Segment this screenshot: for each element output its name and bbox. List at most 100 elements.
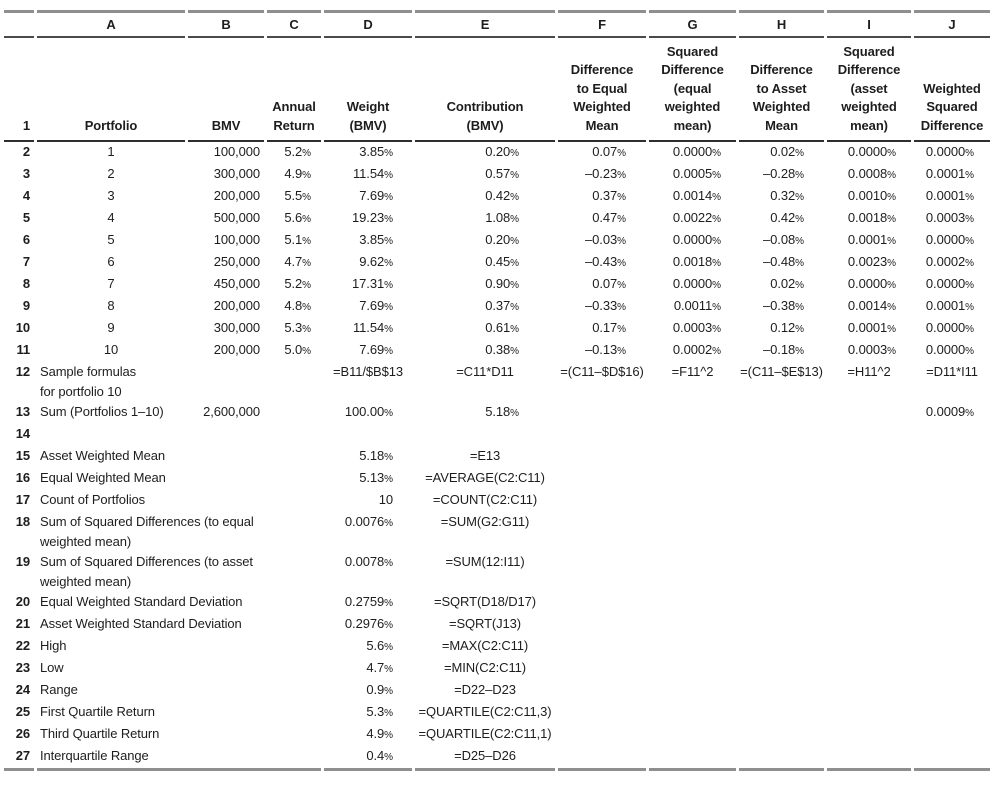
cell-J25 bbox=[914, 702, 990, 724]
formula-text: =C11*D11 bbox=[456, 364, 514, 379]
cell-F27 bbox=[558, 746, 646, 771]
cell-D25: 5.3% bbox=[366, 704, 393, 719]
table-row: 9 8 200,000 4.8% 7.69% 0.37% –0.33% 0.0011% –0.3… bbox=[4, 296, 990, 318]
table-row: 25 First Quartile Return 5.3% =QUARTILE(C2:… bbox=[4, 702, 990, 724]
table-row: 24 Range 0.9% =D22–D23 bbox=[4, 680, 990, 702]
cell-J14 bbox=[914, 424, 990, 446]
cell-I10: 0.0001% bbox=[847, 320, 896, 335]
table-row: 6 5 100,000 5.1% 3.85% 0.20% –0.03% 0.0000% –0.0… bbox=[4, 230, 990, 252]
formula-text: =MAX(C2:C11) bbox=[441, 638, 529, 653]
cell-F4: 0.37% bbox=[592, 188, 626, 203]
cell-E21: =SQRT(J13) bbox=[415, 614, 555, 636]
cell-H22 bbox=[739, 636, 824, 658]
cell-A26: Third Quartile Return bbox=[40, 726, 160, 741]
cell-C2: 5.2% bbox=[284, 144, 311, 159]
table-row: 3 2 300,000 4.9% 11.54% 0.57% –0.23% 0.0005% –0.… bbox=[4, 164, 990, 186]
header-G: Squared Difference (equal weighted mean) bbox=[649, 38, 736, 142]
cell-D2: 3.85% bbox=[359, 144, 393, 159]
row-number-26: 26 bbox=[15, 726, 30, 741]
cell-H9: –0.38% bbox=[763, 298, 804, 313]
cell-I15 bbox=[827, 446, 911, 468]
table-row: 7 6 250,000 4.7% 9.62% 0.45% –0.43% 0.0018% –0.4… bbox=[4, 252, 990, 274]
cell-J12: =D11*I11 bbox=[914, 362, 990, 402]
table-row: 16 Equal Weighted Mean 5.13% =AVERAGE(C2:C1… bbox=[4, 468, 990, 490]
formula-text: =QUARTILE(C2:C11,3) bbox=[418, 704, 552, 719]
cell-I8: 0.0000% bbox=[847, 276, 896, 291]
cell-B8: 450,000 bbox=[213, 276, 260, 291]
row-number-18: 18 bbox=[15, 514, 30, 529]
header-F: Difference to Equal Weighted Mean bbox=[558, 38, 646, 142]
cell-H17 bbox=[739, 490, 824, 512]
cell-F7: –0.43% bbox=[585, 254, 626, 269]
row-number-21: 21 bbox=[15, 616, 30, 631]
cell-E23: =MIN(C2:C11) bbox=[415, 658, 555, 680]
cell-C8: 5.2% bbox=[284, 276, 311, 291]
cell-I14 bbox=[827, 424, 911, 446]
cell-G4: 0.0014% bbox=[672, 188, 721, 203]
cell-I17 bbox=[827, 490, 911, 512]
cell-G25 bbox=[649, 702, 736, 724]
column-letter-H: H bbox=[739, 10, 824, 38]
cell-G10: 0.0003% bbox=[672, 320, 721, 335]
cell-E5: 1.08% bbox=[485, 210, 519, 225]
cell-I11: 0.0003% bbox=[847, 342, 896, 357]
cell-E22: =MAX(C2:C11) bbox=[415, 636, 555, 658]
cell-H13 bbox=[739, 402, 824, 424]
formula-text: =QUARTILE(C2:C11,1) bbox=[418, 726, 552, 741]
cell-D10: 11.54% bbox=[353, 320, 393, 335]
cell-C13 bbox=[267, 402, 321, 424]
header-E: Contribution (BMV) bbox=[415, 38, 555, 142]
corner-cell bbox=[4, 10, 34, 38]
cell-E26: =QUARTILE(C2:C11,1) bbox=[415, 724, 555, 746]
formula-text: =(C11–$D$16) bbox=[560, 364, 644, 379]
cell-H2: 0.02% bbox=[770, 144, 804, 159]
cell-G18 bbox=[649, 512, 736, 552]
cell-F11: –0.13% bbox=[585, 342, 626, 357]
cell-J17 bbox=[914, 490, 990, 512]
cell-G13 bbox=[649, 402, 736, 424]
cell-D4: 7.69% bbox=[359, 188, 393, 203]
cell-D16: 5.13% bbox=[359, 470, 393, 485]
cell-F3: –0.23% bbox=[585, 166, 626, 181]
cell-G6: 0.0000% bbox=[672, 232, 721, 247]
cell-G17 bbox=[649, 490, 736, 512]
cell-F22 bbox=[558, 636, 646, 658]
cell-A10: 9 bbox=[107, 320, 115, 335]
cell-A11: 10 bbox=[103, 342, 119, 357]
formula-text: =SUM(12:I11) bbox=[445, 554, 525, 569]
table-row: 5 4 500,000 5.6% 19.23% 1.08% 0.47% 0.0022% 0.42… bbox=[4, 208, 990, 230]
cell-I16 bbox=[827, 468, 911, 490]
cell-J26 bbox=[914, 724, 990, 746]
cell-A12: Sample formulas for portfolio 10 bbox=[40, 364, 137, 399]
formula-text: =H11^2 bbox=[847, 364, 891, 379]
cell-A8: 7 bbox=[107, 276, 115, 291]
cell-F23 bbox=[558, 658, 646, 680]
cell-B14 bbox=[188, 424, 264, 446]
cell-G22 bbox=[649, 636, 736, 658]
table-row: 2 1 100,000 5.2% 3.85% 0.20% 0.07% 0.0000% 0.02%… bbox=[4, 142, 990, 164]
cell-E13: 5.18% bbox=[485, 404, 519, 419]
table-row: 13 Sum (Portfolios 1–10) 2,600,000 100.00% 5… bbox=[4, 402, 990, 424]
cell-I9: 0.0014% bbox=[847, 298, 896, 313]
cell-F25 bbox=[558, 702, 646, 724]
table-row: 4 3 200,000 5.5% 7.69% 0.42% 0.37% 0.0014% 0.32%… bbox=[4, 186, 990, 208]
cell-J18 bbox=[914, 512, 990, 552]
cell-D17: 10 bbox=[378, 492, 393, 507]
row-number-15: 15 bbox=[15, 448, 30, 463]
formula-text: =D25–D26 bbox=[454, 748, 516, 763]
row-number-14: 14 bbox=[15, 426, 30, 441]
cell-I2: 0.0000% bbox=[847, 144, 896, 159]
cell-H10: 0.12% bbox=[770, 320, 804, 335]
cell-J20 bbox=[914, 592, 990, 614]
cell-G24 bbox=[649, 680, 736, 702]
cell-B7: 250,000 bbox=[213, 254, 260, 269]
cell-F24 bbox=[558, 680, 646, 702]
cell-F12: =(C11–$D$16) bbox=[558, 362, 646, 402]
row-number-25: 25 bbox=[15, 704, 30, 719]
cell-A9: 8 bbox=[107, 298, 115, 313]
row-number-9: 9 bbox=[22, 298, 30, 313]
cell-A6: 5 bbox=[107, 232, 115, 247]
cell-A3: 2 bbox=[107, 166, 115, 181]
cell-G9: 0.0011% bbox=[673, 298, 721, 313]
cell-H18 bbox=[739, 512, 824, 552]
